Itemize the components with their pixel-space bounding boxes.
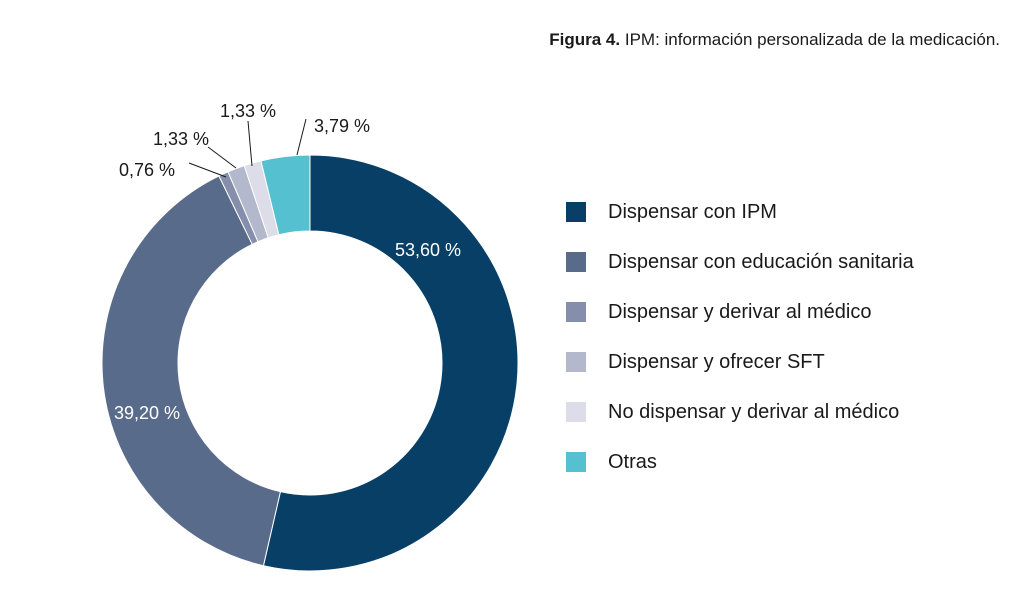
legend-label: Dispensar con IPM xyxy=(608,200,777,223)
legend-item-otras: Otras xyxy=(566,437,914,487)
leader-line-dispensar-y-ofrecer-sft xyxy=(207,146,237,169)
legend-item-dispensar-con-ipm: Dispensar con IPM xyxy=(566,187,914,237)
leader-line-otras xyxy=(296,118,307,156)
legend-item-no-dispensar-y-derivar-al-medico: No dispensar y derivar al médico xyxy=(566,387,914,437)
legend-swatch xyxy=(566,452,586,472)
value-label-dispensar-y-ofrecer-sft: 1,33 % xyxy=(153,129,209,149)
legend-swatch xyxy=(566,402,586,422)
leader-line-dispensar-y-derivar-al-medico xyxy=(188,162,227,178)
legend-swatch xyxy=(566,302,586,322)
legend-item-dispensar-y-derivar-al-medico: Dispensar y derivar al médico xyxy=(566,287,914,337)
slice-dispensar-con-educacion-sanitaria xyxy=(101,175,282,567)
value-label-dispensar-con-ipm: 53,60 % xyxy=(395,240,461,260)
slice-otras xyxy=(260,154,311,236)
legend-swatch xyxy=(566,252,586,272)
legend-label: No dispensar y derivar al médico xyxy=(608,400,900,423)
legend-label: Otras xyxy=(608,450,657,473)
chart-legend: Dispensar con IPM Dispensar con educación… xyxy=(566,187,914,487)
leader-line-no-dispensar-y-derivar-al-medico xyxy=(247,120,253,167)
legend-label: Dispensar con educación sanitaria xyxy=(608,250,914,273)
slice-dispensar-con-ipm xyxy=(262,154,519,572)
caption-text: IPM: información personalizada de la med… xyxy=(624,30,1000,49)
figure-caption: Figura 4. IPM: información personalizada… xyxy=(549,30,1000,50)
legend-swatch xyxy=(566,352,586,372)
value-label-no-dispensar-y-derivar-al-medico: 1,33 % xyxy=(220,101,276,121)
legend-item-dispensar-con-educacion-sanitaria: Dispensar con educación sanitaria xyxy=(566,237,914,287)
legend-item-dispensar-y-ofrecer-sft: Dispensar y ofrecer SFT xyxy=(566,337,914,387)
legend-label: Dispensar y ofrecer SFT xyxy=(608,350,825,373)
legend-label: Dispensar y derivar al médico xyxy=(608,300,872,323)
legend-swatch xyxy=(566,202,586,222)
value-label-dispensar-con-educacion-sanitaria: 39,20 % xyxy=(114,403,180,423)
value-label-dispensar-y-derivar-al-medico: 0,76 % xyxy=(119,160,175,180)
caption-label: Figura 4. xyxy=(549,30,621,49)
value-label-otras: 3,79 % xyxy=(314,116,370,136)
